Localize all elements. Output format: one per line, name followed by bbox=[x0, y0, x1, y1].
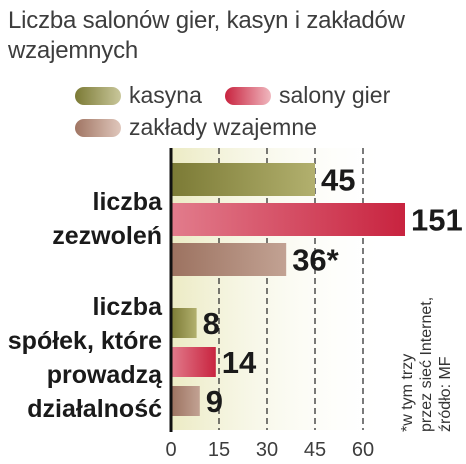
footnote-line-2: przez sieć Internet, bbox=[418, 296, 435, 432]
x-tick-label-60: 60 bbox=[352, 439, 374, 461]
category-label-1: liczba zezwoleń bbox=[52, 185, 162, 253]
x-tick-label-30: 30 bbox=[256, 439, 278, 461]
grid-lines bbox=[218, 148, 364, 430]
category-label-line: liczba bbox=[92, 188, 162, 216]
category-label-line: zezwoleń bbox=[52, 222, 162, 250]
x-tick-label-15: 15 bbox=[208, 439, 230, 461]
value-label-kasyna-group-2: 8 bbox=[203, 306, 220, 341]
category-label-line: prowadzą bbox=[46, 361, 162, 389]
bars: 45 151 36* 814 9 bbox=[171, 163, 463, 419]
value-label-zakłady-wzajemne-group-2: 9 bbox=[206, 384, 223, 419]
bar-zakłady-wzajemne-group-2 bbox=[171, 386, 200, 416]
bar-zakłady-wzajemne-group-1 bbox=[171, 243, 287, 276]
bar-salony-gier-group-1 bbox=[171, 203, 405, 236]
x-tick-label-45: 45 bbox=[304, 439, 326, 461]
bar-salony-gier-group-2 bbox=[171, 347, 216, 377]
value-label-salony-gier-group-2: 14 bbox=[222, 345, 257, 380]
category-label-line: działalność bbox=[27, 395, 162, 423]
category-label-line: liczba bbox=[92, 293, 162, 321]
chart-title: Liczba salonów gier, kasyn i zakładów wz… bbox=[8, 7, 405, 64]
value-label-salony-gier-group-1: 151 bbox=[411, 203, 463, 238]
x-tick-label-0: 0 bbox=[165, 439, 176, 461]
bar-kasyna-group-1 bbox=[171, 163, 315, 196]
bar-kasyna-group-2 bbox=[171, 308, 197, 338]
category-label-2: liczba spółek, które prowadzą działalność bbox=[8, 290, 162, 426]
footnote: *w tym trzy przez sieć Internet, źródło:… bbox=[398, 232, 455, 432]
category-label-line: spółek, które bbox=[7, 327, 162, 355]
footnote-line-3: źródło: MF bbox=[437, 356, 454, 432]
value-label-zakłady-wzajemne-group-1: 36* bbox=[292, 243, 339, 278]
value-label-kasyna-group-1: 45 bbox=[321, 163, 355, 198]
x-ticks: 0 15 30 45 60 bbox=[165, 439, 374, 461]
footnote-line-1: *w tym trzy bbox=[399, 353, 416, 432]
